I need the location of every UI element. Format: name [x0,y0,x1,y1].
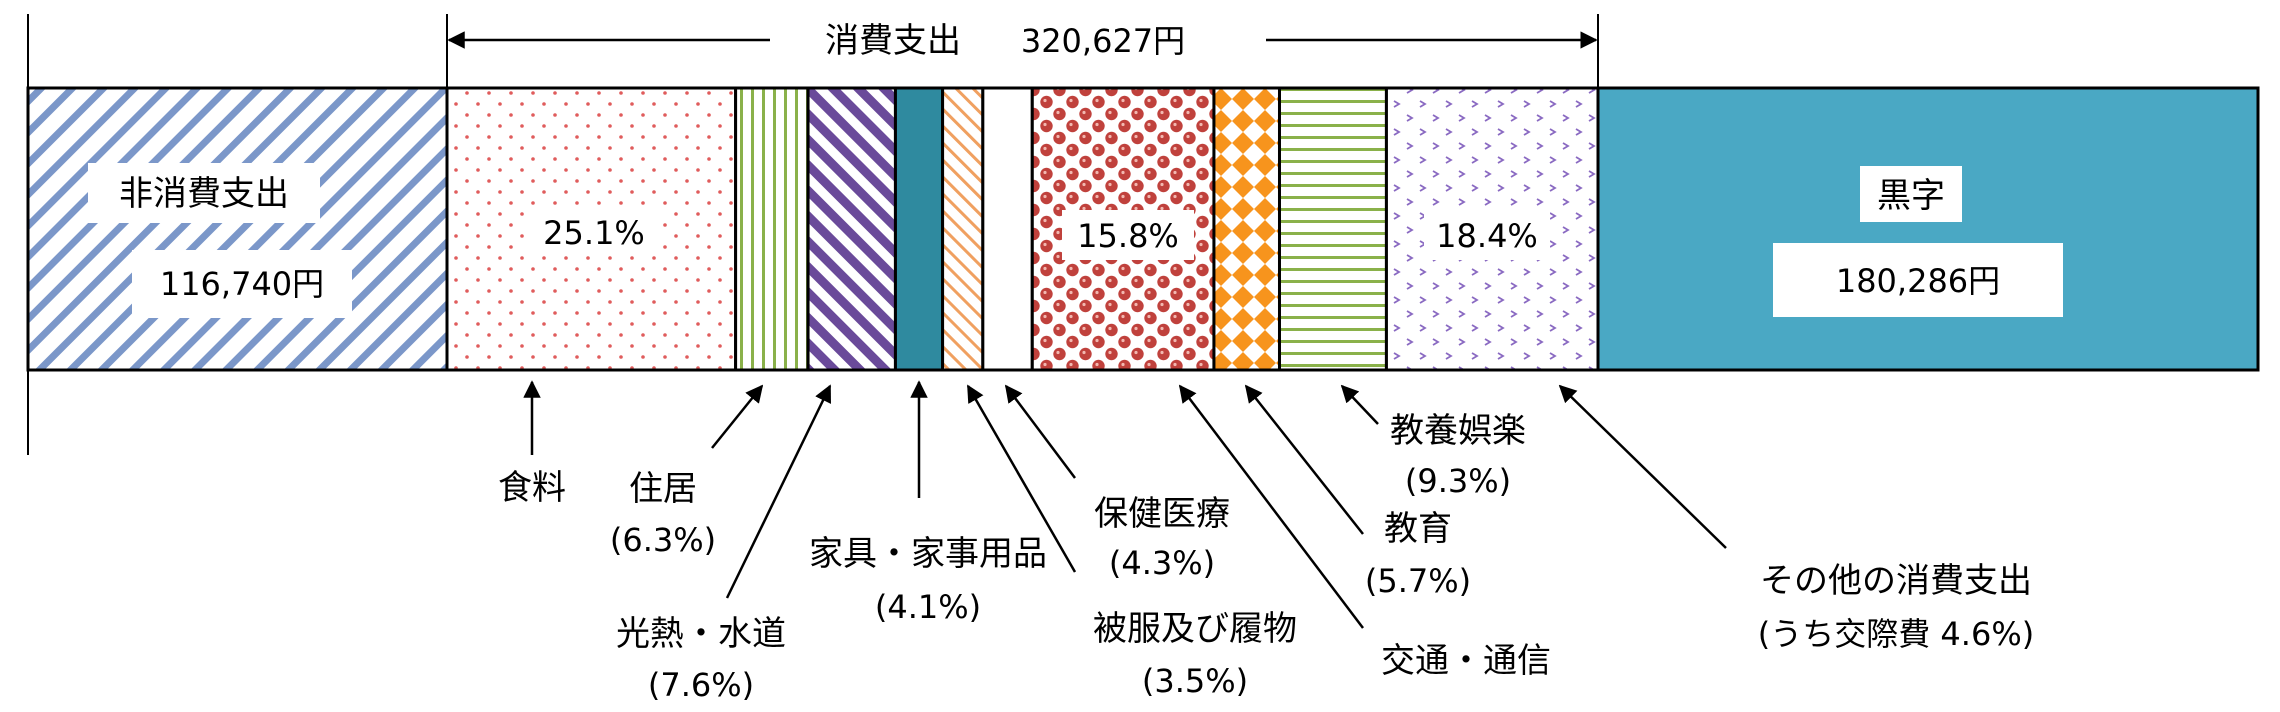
food-pct-box [526,208,662,256]
label-education: 教育 [1384,509,1452,549]
non-consumption-label-box [88,163,320,223]
arrow-housing [711,384,764,449]
label-clothing: 被服及び履物 [1093,609,1297,649]
arrow-clothing [966,384,1077,573]
callout-labels: 食料 住居 (6.3%) 光熱・水道 (7.6%) 家具・家事用品 (4.1%)… [498,411,2034,704]
label-transport: 交通・通信 [1381,641,1551,681]
label-recreation: 教養娯楽 [1390,411,1526,451]
segment-medical [981,86,1034,372]
label-utilities: 光熱・水道 [616,614,786,654]
sub-other: (うち交際費 4.6%) [1758,615,2034,653]
pct-education: (5.7%) [1365,562,1471,600]
other-pct: 18.4% [1436,217,1538,255]
pct-clothing: (3.5%) [1142,662,1248,700]
segment-furniture [893,86,945,372]
non-consumption-value: 116,740円 [160,265,324,303]
header-label: 消費支出 [825,21,961,61]
segment-utilities [806,86,897,372]
pct-utilities: (7.6%) [648,666,754,704]
arrow-medical [1004,384,1076,479]
arrow-education [1244,384,1364,535]
other-pct-box [1424,210,1550,260]
segment-other [1384,86,1600,372]
label-furniture: 家具・家事用品 [809,534,1047,574]
surplus-label-box [1860,166,1962,222]
pct-medical: (4.3%) [1109,544,1215,582]
food-pct: 25.1% [543,214,645,252]
segment-housing [734,86,810,372]
header-amount: 320,627円 [1021,22,1185,60]
segment-education [1212,86,1281,372]
arrow-transport [1178,384,1364,629]
transport-pct: 15.8% [1077,217,1179,255]
callout-arrows [523,380,1727,629]
pct-recreation: (9.3%) [1405,462,1511,500]
surplus-value: 180,286円 [1836,262,2000,300]
segment-recreation [1277,86,1388,372]
pct-furniture: (4.1%) [875,588,981,626]
consumption-header: 消費支出 320,627円 [446,14,1599,88]
label-other: その他の消費支出 [1760,561,2032,601]
segment-clothing [941,86,985,372]
inner-labels: 非消費支出 116,740円 25.1% 15.8% 18.4% 黒字 180,… [88,163,2063,318]
label-medical: 保健医療 [1094,494,1230,534]
segment-surplus [1596,86,2260,372]
arrow-other [1558,384,1727,549]
non-consumption-value-box [132,250,352,318]
label-housing: 住居 [629,469,697,509]
pct-housing: (6.3%) [610,521,716,559]
arrow-utilities [725,384,832,599]
non-consumption-label: 非消費支出 [119,174,289,214]
surplus-label: 黒字 [1877,176,1945,216]
transport-pct-box [1062,210,1194,260]
label-food: 食料 [498,468,566,508]
arrow-recreation [1340,384,1379,425]
surplus-value-box [1773,243,2063,317]
segment-non [26,86,449,372]
